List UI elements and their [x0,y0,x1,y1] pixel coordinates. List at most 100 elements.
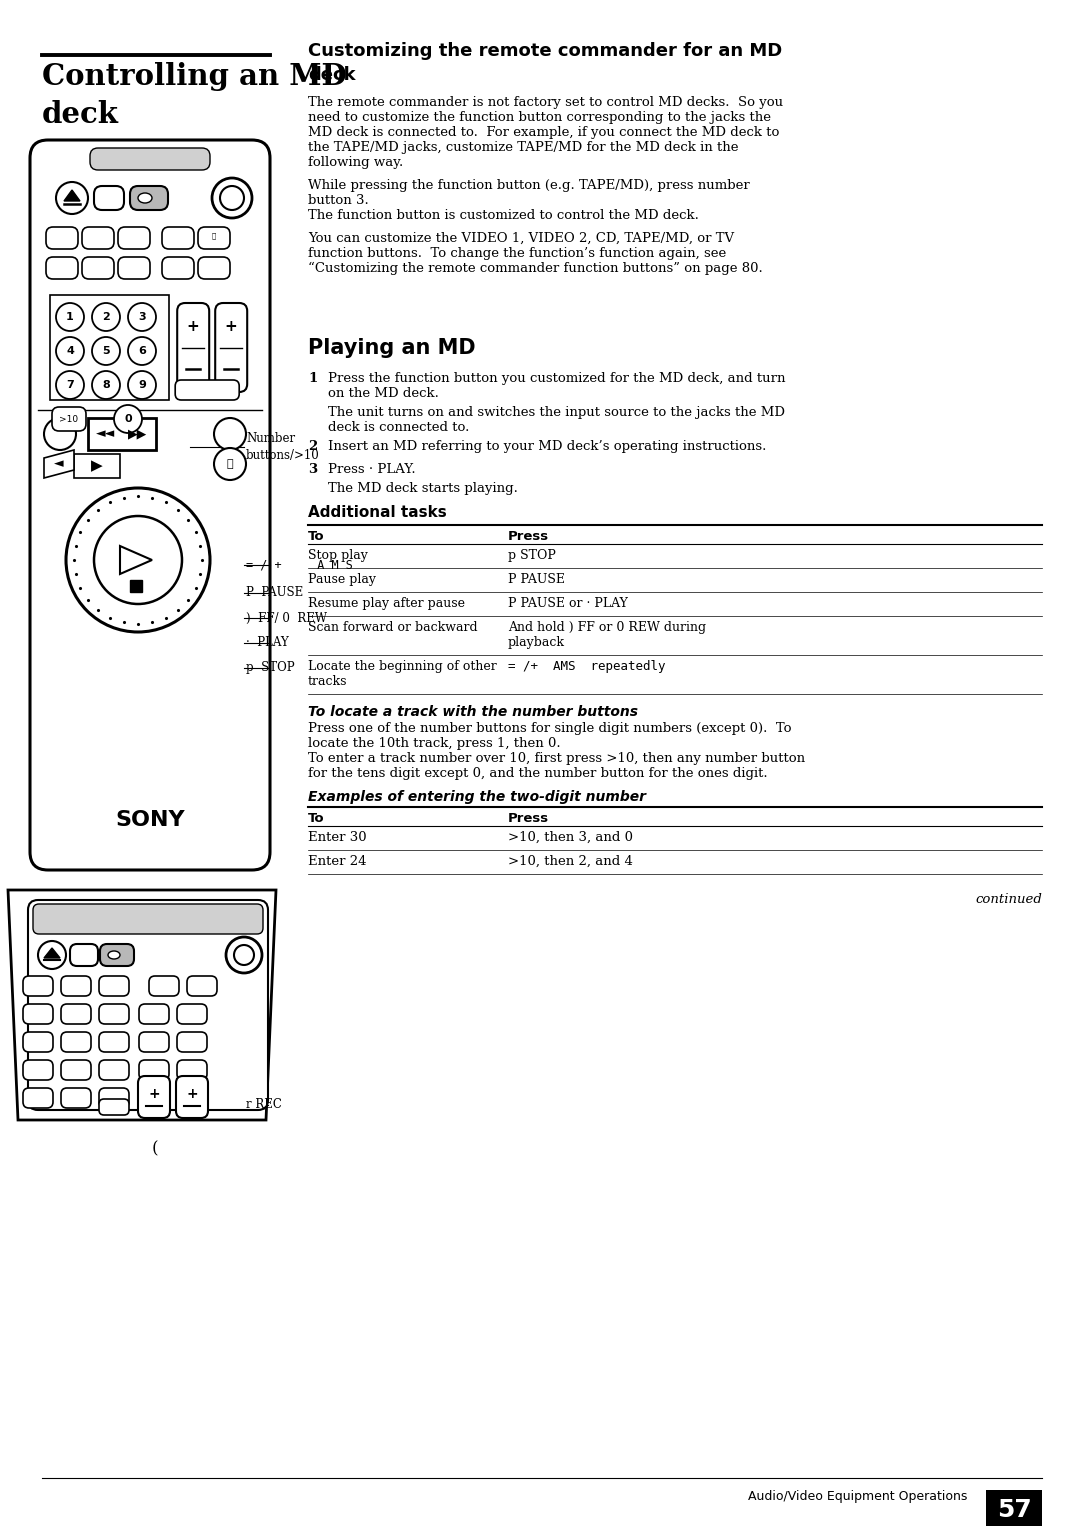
FancyBboxPatch shape [138,1076,170,1118]
Text: 7: 7 [66,380,73,390]
Text: deck: deck [42,99,119,128]
FancyBboxPatch shape [94,186,124,209]
Text: = / +     A M S: = / + A M S [246,559,353,571]
Text: Enter 24: Enter 24 [308,856,366,868]
Text: 5: 5 [103,345,110,356]
Text: >10, then 3, and 0: >10, then 3, and 0 [508,831,633,843]
FancyBboxPatch shape [215,303,247,393]
Circle shape [56,303,84,332]
Text: (: ( [152,1140,159,1157]
FancyBboxPatch shape [130,186,168,209]
FancyBboxPatch shape [99,1099,129,1115]
Text: function buttons.  To change the function’s function again, see: function buttons. To change the function… [308,248,726,260]
Circle shape [129,338,156,365]
Ellipse shape [108,950,120,960]
Text: “Customizing the remote commander function buttons” on page 80.: “Customizing the remote commander functi… [308,261,762,275]
Text: ⏻: ⏻ [212,232,216,240]
Text: on the MD deck.: on the MD deck. [328,387,438,400]
Text: 3: 3 [138,312,146,322]
Text: Playing an MD: Playing an MD [308,338,475,358]
Text: ▶▶: ▶▶ [129,428,148,440]
Text: Locate the beginning of other: Locate the beginning of other [308,660,497,672]
FancyBboxPatch shape [52,406,86,431]
Text: p STOP: p STOP [508,549,556,562]
Text: 1: 1 [308,371,318,385]
Text: To enter a track number over 10, first press >10, then any number button: To enter a track number over 10, first p… [308,752,805,766]
FancyBboxPatch shape [23,976,53,996]
FancyBboxPatch shape [23,1060,53,1080]
Text: 8: 8 [103,380,110,390]
Text: Additional tasks: Additional tasks [308,504,447,520]
Text: = /+  AMS  repeatedly: = /+ AMS repeatedly [508,660,665,672]
FancyBboxPatch shape [46,257,78,280]
Text: SONY: SONY [116,810,185,830]
Text: 0: 0 [124,414,132,423]
Text: MD deck is connected to.  For example, if you connect the MD deck to: MD deck is connected to. For example, if… [308,125,780,139]
Text: Controlling an MD: Controlling an MD [42,63,347,92]
Polygon shape [44,451,75,478]
Text: Insert an MD referring to your MD deck’s operating instructions.: Insert an MD referring to your MD deck’s… [328,440,767,452]
FancyBboxPatch shape [162,228,194,249]
Text: Press · PLAY.: Press · PLAY. [328,463,416,477]
FancyBboxPatch shape [23,1031,53,1051]
FancyBboxPatch shape [100,944,134,966]
Text: tracks: tracks [308,675,348,688]
Text: >10, then 2, and 4: >10, then 2, and 4 [508,856,633,868]
Text: The MD deck starts playing.: The MD deck starts playing. [328,481,518,495]
Circle shape [38,941,66,969]
Text: ⏸: ⏸ [227,458,233,469]
FancyBboxPatch shape [60,976,91,996]
Text: Examples of entering the two-digit number: Examples of entering the two-digit numbe… [308,790,646,804]
Text: While pressing the function button (e.g. TAPE/MD), press number: While pressing the function button (e.g.… [308,179,750,193]
FancyBboxPatch shape [28,900,268,1109]
FancyBboxPatch shape [198,228,230,249]
Circle shape [66,487,210,633]
FancyBboxPatch shape [60,1031,91,1051]
Circle shape [212,177,252,219]
Ellipse shape [138,193,152,203]
FancyBboxPatch shape [139,1060,168,1080]
Circle shape [129,371,156,399]
Text: The function button is customized to control the MD deck.: The function button is customized to con… [308,209,699,222]
Text: To: To [308,811,325,825]
Text: 2: 2 [308,440,318,452]
Text: Pause play: Pause play [308,573,376,587]
FancyBboxPatch shape [99,1088,129,1108]
Text: +: + [148,1086,160,1102]
Text: The unit turns on and switches the input source to the jacks the MD: The unit turns on and switches the input… [328,406,785,419]
FancyBboxPatch shape [23,1088,53,1108]
FancyBboxPatch shape [30,141,270,869]
Bar [130,581,141,591]
Text: To: To [308,530,325,542]
FancyBboxPatch shape [176,1076,208,1118]
Text: Press: Press [508,811,549,825]
Text: deck: deck [308,66,355,84]
FancyBboxPatch shape [177,1060,207,1080]
Circle shape [92,303,120,332]
FancyBboxPatch shape [99,1031,129,1051]
Circle shape [44,419,76,451]
FancyBboxPatch shape [60,1088,91,1108]
Text: +: + [186,1086,198,1102]
Text: 4: 4 [66,345,73,356]
FancyBboxPatch shape [60,1004,91,1024]
Bar [986,1490,1042,1526]
Text: P  PAUSE: P PAUSE [246,587,303,599]
Polygon shape [8,889,276,1120]
Text: r REC: r REC [246,1099,282,1111]
Text: The remote commander is not factory set to control MD decks.  So you: The remote commander is not factory set … [308,96,783,108]
Text: Scan forward or backward: Scan forward or backward [308,620,477,634]
Polygon shape [44,947,60,958]
Circle shape [92,338,120,365]
Circle shape [114,405,141,432]
Text: 1: 1 [66,312,73,322]
Text: ◄◄: ◄◄ [96,428,116,440]
Text: P PAUSE: P PAUSE [508,573,565,587]
FancyBboxPatch shape [82,228,114,249]
Text: Resume play after pause: Resume play after pause [308,597,465,610]
FancyBboxPatch shape [90,148,210,170]
Text: Press: Press [508,530,549,542]
Text: the TAPE/MD jacks, customize TAPE/MD for the MD deck in the: the TAPE/MD jacks, customize TAPE/MD for… [308,141,739,154]
Text: Press the function button you customized for the MD deck, and turn: Press the function button you customized… [328,371,785,385]
Text: +: + [187,319,200,333]
